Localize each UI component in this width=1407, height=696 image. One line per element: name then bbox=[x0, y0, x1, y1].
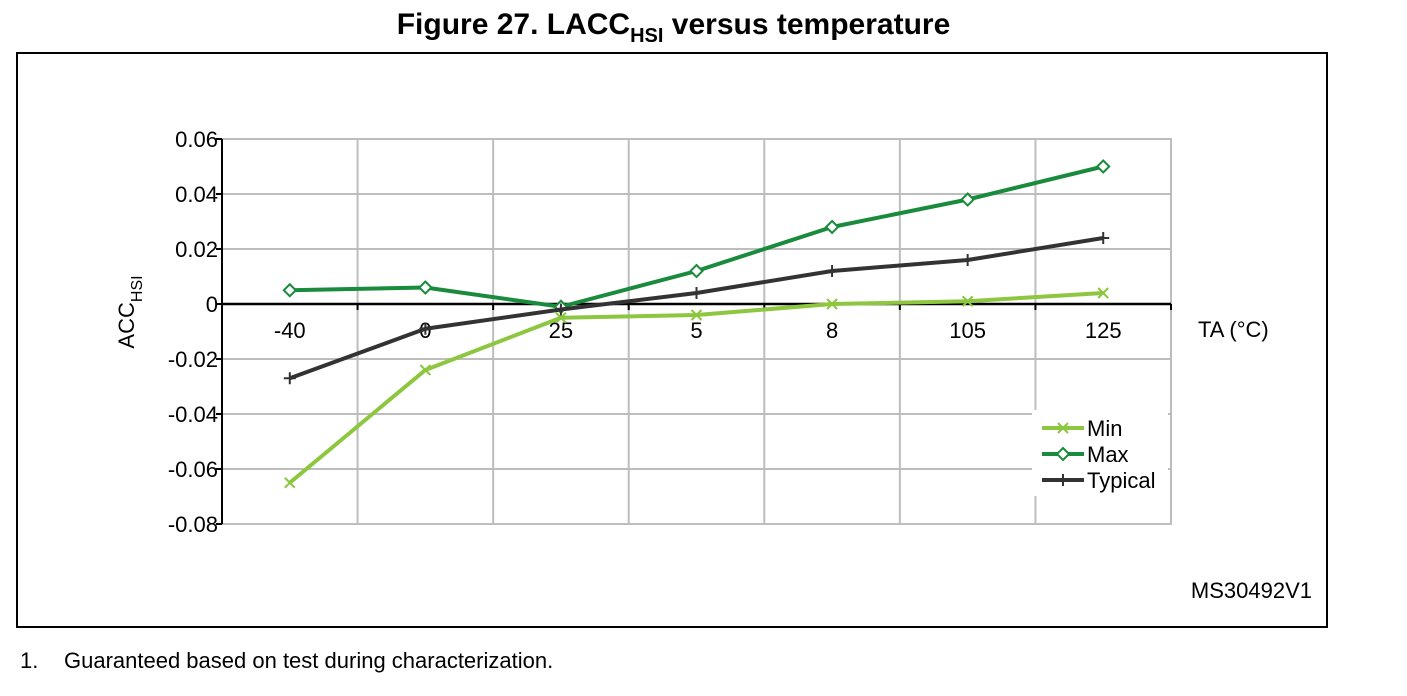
y-tick-label: -0.02 bbox=[168, 347, 218, 372]
data-point-min bbox=[419, 364, 432, 376]
data-point-typical bbox=[690, 287, 703, 299]
data-point-min bbox=[961, 295, 974, 307]
figure-title-prefix: Figure 27. LACC bbox=[396, 8, 631, 41]
figure-reference-code: MS30492V1 bbox=[1191, 578, 1312, 603]
data-point-typical bbox=[826, 265, 839, 277]
y-axis-label-subscript: HSI bbox=[129, 275, 146, 302]
footnote-text: Guaranteed based on test during characte… bbox=[64, 648, 554, 673]
y-tick-label: 0.02 bbox=[175, 237, 218, 262]
footnote-number: 1. bbox=[20, 648, 39, 673]
legend-label-min: Min bbox=[1087, 416, 1122, 441]
series-min bbox=[284, 287, 1109, 489]
x-marker-stroke bbox=[961, 295, 974, 307]
x-marker-stroke bbox=[284, 477, 296, 489]
y-tick-label: 0.04 bbox=[175, 182, 218, 207]
y-tick-label: -0.08 bbox=[168, 512, 218, 537]
data-point-typical bbox=[554, 303, 567, 316]
data-point-min bbox=[690, 309, 703, 321]
legend-item-min: Min bbox=[1042, 416, 1122, 441]
y-axis-label-main: ACC bbox=[114, 302, 139, 349]
y-tick-label: 0.06 bbox=[175, 127, 218, 152]
x-axis: -4002558105125 bbox=[221, 302, 1172, 343]
legend-item-typical: Typical bbox=[1042, 468, 1155, 493]
legend-label-typical: Typical bbox=[1087, 468, 1155, 493]
x-marker-stroke bbox=[826, 298, 838, 310]
x-marker-stroke bbox=[555, 312, 567, 324]
data-point-typical bbox=[1097, 232, 1110, 244]
data-point-min bbox=[284, 477, 296, 489]
data-point-typical bbox=[419, 322, 432, 335]
series-max bbox=[282, 159, 1111, 315]
data-point-min bbox=[555, 312, 567, 324]
data-point-min bbox=[826, 298, 838, 310]
figure-title: Figure 27. LACCHSI versus temperature bbox=[0, 8, 1347, 48]
y-tick-label: -0.06 bbox=[168, 457, 218, 482]
data-point-max bbox=[417, 280, 433, 295]
data-point-max bbox=[1095, 159, 1111, 174]
figure-frame bbox=[16, 52, 1328, 628]
data-point-max bbox=[960, 192, 976, 207]
x-tick-label: 8 bbox=[826, 318, 838, 343]
x-tick-label: 125 bbox=[1085, 318, 1122, 343]
x-axis-label: TA (°C) bbox=[1198, 317, 1269, 342]
data-point-max bbox=[689, 263, 704, 279]
y-axis: 0.06 0.04 0.02 0 -0.02 -0.04 -0.06 -0.08 bbox=[168, 127, 223, 537]
x-marker-stroke bbox=[1057, 422, 1069, 434]
legend-item-max: Max bbox=[1042, 442, 1129, 467]
data-point-max bbox=[824, 219, 840, 235]
x-marker bbox=[1057, 422, 1069, 434]
figure-title-suffix: versus temperature bbox=[663, 8, 951, 41]
series-line-max bbox=[289, 164, 1104, 309]
y-axis-label: ACCHSI bbox=[114, 275, 146, 348]
series-line-typical bbox=[289, 236, 1104, 381]
plus-marker bbox=[1057, 474, 1069, 486]
y-tick-label: 0 bbox=[206, 292, 218, 317]
legend-label-max: Max bbox=[1087, 442, 1129, 467]
figure-title-subscript: HSI bbox=[630, 25, 664, 47]
x-tick-label: -40 bbox=[274, 318, 306, 343]
data-point-typical bbox=[283, 372, 296, 385]
y-tick-label: -0.04 bbox=[168, 402, 218, 427]
x-tick-label: 5 bbox=[690, 318, 702, 343]
footnote: 1. Guaranteed based on test during charac… bbox=[20, 648, 553, 674]
x-tick-label: 105 bbox=[949, 318, 986, 343]
series-group bbox=[282, 159, 1111, 489]
x-marker-stroke bbox=[690, 309, 703, 321]
data-point-max bbox=[282, 282, 298, 298]
diamond-marker bbox=[1055, 446, 1071, 462]
x-marker-stroke bbox=[419, 364, 432, 376]
series-typical bbox=[283, 232, 1110, 385]
data-point-typical bbox=[961, 254, 974, 266]
data-point-min bbox=[1097, 287, 1109, 299]
x-marker-stroke bbox=[1097, 287, 1109, 299]
